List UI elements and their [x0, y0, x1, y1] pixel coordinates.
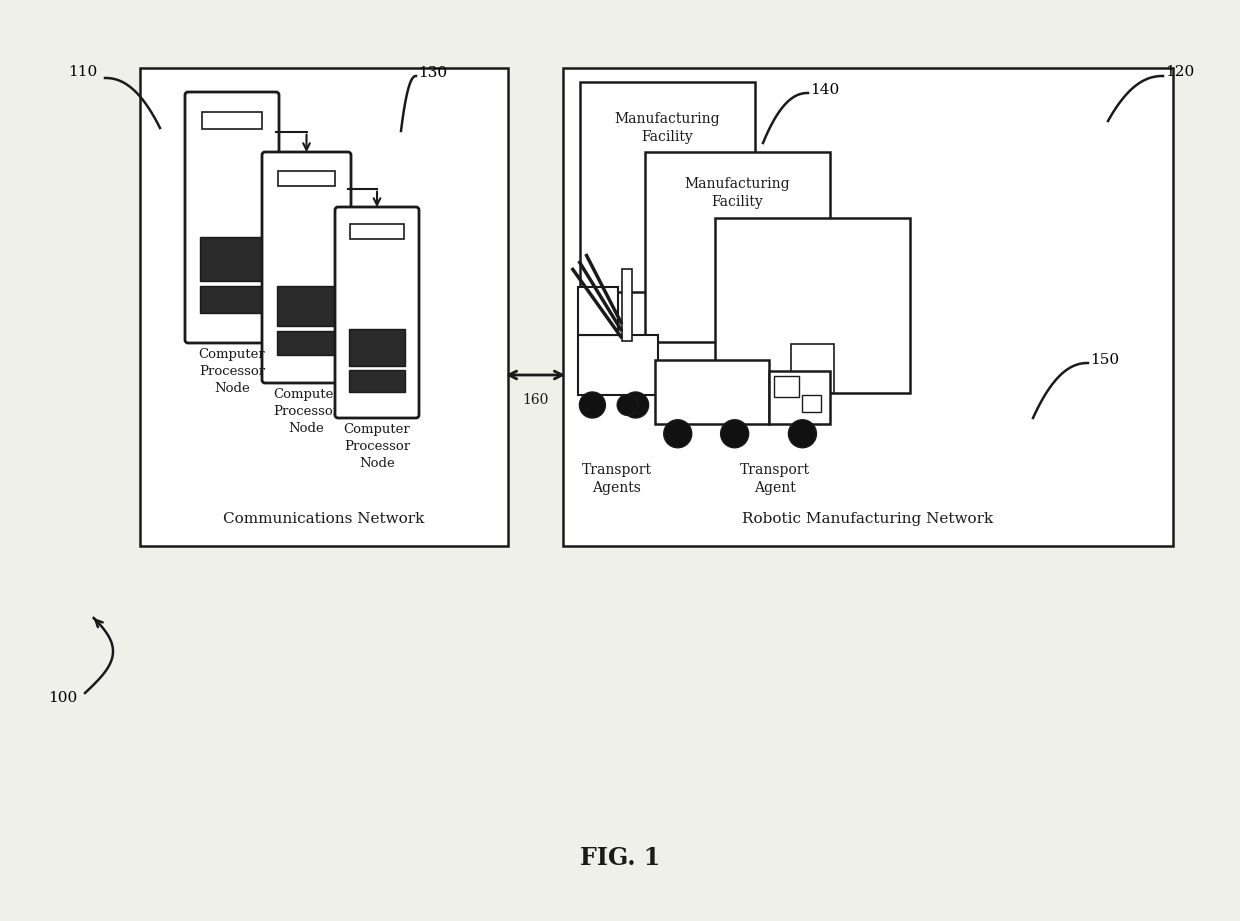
Bar: [140, 68, 508, 546]
Text: 160: 160: [522, 393, 548, 407]
Circle shape: [618, 394, 639, 415]
Text: Manufacturing
Facility: Manufacturing Facility: [760, 243, 866, 275]
FancyBboxPatch shape: [185, 92, 279, 343]
Text: Manufacturing
Facility: Manufacturing Facility: [615, 112, 720, 145]
Bar: [278, 170, 335, 186]
Bar: [645, 152, 830, 342]
Bar: [277, 331, 336, 355]
Bar: [791, 344, 835, 393]
Text: 110: 110: [68, 65, 97, 79]
Bar: [202, 112, 262, 129]
Bar: [348, 370, 405, 392]
Text: 140: 140: [810, 83, 839, 97]
Text: FIG. 1: FIG. 1: [580, 846, 660, 870]
Circle shape: [579, 392, 605, 418]
Bar: [655, 360, 769, 424]
Bar: [578, 335, 658, 395]
Text: Computer
Processor
Node: Computer Processor Node: [343, 423, 410, 470]
Circle shape: [789, 420, 816, 448]
Circle shape: [622, 392, 649, 418]
Text: Communications Network: Communications Network: [223, 512, 424, 526]
Text: 120: 120: [1166, 65, 1194, 79]
Text: 100: 100: [48, 691, 77, 705]
Bar: [201, 237, 264, 281]
Text: Manufacturing
Facility: Manufacturing Facility: [684, 177, 790, 209]
Bar: [201, 286, 264, 312]
Bar: [351, 225, 403, 239]
FancyBboxPatch shape: [262, 152, 351, 383]
Bar: [717, 289, 758, 342]
Text: Computer
Processor
Node: Computer Processor Node: [273, 388, 340, 435]
Text: 130: 130: [418, 66, 448, 80]
Text: Robotic Manufacturing Network: Robotic Manufacturing Network: [743, 512, 993, 526]
Bar: [348, 329, 405, 366]
Bar: [774, 377, 800, 397]
Bar: [580, 82, 755, 292]
Bar: [277, 286, 336, 326]
Bar: [578, 287, 618, 335]
Bar: [563, 68, 1173, 546]
Circle shape: [720, 420, 749, 448]
Bar: [649, 233, 687, 292]
Bar: [622, 269, 631, 341]
Bar: [802, 395, 821, 412]
Bar: [715, 218, 910, 393]
FancyBboxPatch shape: [335, 207, 419, 418]
Circle shape: [663, 420, 692, 448]
Text: Tra
Ag: Tra Ag: [660, 368, 681, 397]
Text: Transport
Agent: Transport Agent: [740, 463, 810, 495]
Text: Transport
Agents: Transport Agents: [582, 463, 652, 495]
Text: 150: 150: [1090, 353, 1120, 367]
Text: Computer
Processor
Node: Computer Processor Node: [198, 348, 265, 395]
Bar: [769, 371, 830, 424]
